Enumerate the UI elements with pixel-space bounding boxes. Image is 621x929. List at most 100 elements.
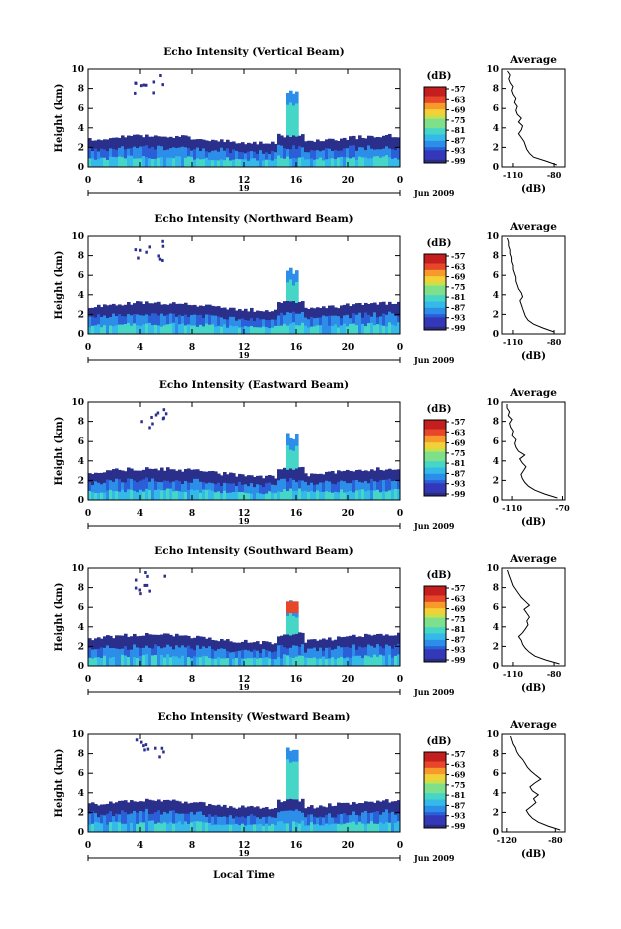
colorbar-swatch (424, 96, 446, 101)
colorbar-swatch (424, 809, 446, 813)
colorbar-swatch (424, 592, 446, 596)
colorbar-swatch (424, 477, 446, 481)
colorbar-tick-label: -99 (451, 655, 466, 665)
colorbar-swatch (424, 320, 446, 325)
avg-profile-line (507, 70, 557, 166)
day-label: 19 (238, 516, 250, 526)
colorbar-swatch (424, 128, 446, 132)
colorbar-swatch (424, 777, 446, 781)
x-tick-label: 12 (238, 841, 251, 851)
avg-y-tick-label: 0 (493, 496, 499, 506)
x-tick-label: 0 (397, 176, 403, 186)
x-tick-label: 0 (397, 509, 403, 519)
avg-y-tick-label: 0 (493, 662, 499, 672)
avg-y-tick-label: 6 (493, 437, 499, 447)
colorbar-swatch (424, 298, 446, 302)
avg-y-tick-label: 2 (493, 310, 499, 320)
colorbar-swatch (424, 426, 446, 430)
colorbar-tick-label: -93 (451, 479, 466, 489)
avg-title: Average (509, 719, 557, 731)
panel-4: Echo Intensity (Southward Beam) Height (k… (54, 545, 566, 697)
colorbar-swatch (424, 639, 446, 644)
colorbar-swatch (424, 646, 446, 650)
echo-intensity-map (88, 408, 400, 500)
colorbar-swatch (424, 282, 446, 287)
colorbar-tick-label: -63 (451, 593, 466, 603)
x-tick-label: 0 (85, 343, 91, 353)
y-tick-label: 10 (71, 232, 84, 242)
avg-frame (501, 401, 566, 501)
colorbar-swatch (424, 658, 446, 663)
colorbar-swatch (424, 423, 446, 427)
avg-x-label: (dB) (521, 849, 546, 860)
colorbar-tick-label: -69 (451, 105, 466, 115)
x-axis-label: Local Time (213, 870, 275, 881)
colorbar-swatch (424, 489, 446, 494)
colorbar-tick-label: -63 (451, 94, 466, 104)
avg-y-tick-label: 2 (493, 476, 499, 486)
y-tick-label: 8 (78, 750, 84, 760)
y-tick-label: 8 (78, 252, 84, 262)
colorbar-swatch (424, 470, 446, 475)
colorbar-frame (423, 86, 447, 164)
avg-title: Average (509, 221, 557, 233)
colorbar-frame (423, 419, 447, 497)
avg-y-tick-label: 4 (493, 789, 499, 799)
x-tick-label: 20 (342, 343, 355, 353)
colorbar-tick-label: -93 (451, 645, 466, 655)
y-tick-label: 4 (78, 789, 84, 799)
avg-y-tick-label: 8 (493, 584, 499, 594)
colorbar-tick-label: -81 (451, 790, 465, 800)
colorbar-swatch (424, 140, 446, 145)
y-tick-label: 10 (71, 564, 84, 574)
colorbar-tick-label: -75 (451, 614, 465, 624)
colorbar-swatch (424, 137, 446, 142)
avg-x-tick-label: -110 (503, 669, 523, 679)
colorbar-frame (423, 253, 447, 331)
avg-title: Average (509, 553, 557, 565)
colorbar-swatch (424, 774, 446, 778)
colorbar-swatch (424, 87, 446, 91)
colorbar-tick-label: -87 (451, 302, 465, 312)
y-axis-label: Height (km) (54, 84, 65, 153)
colorbar-swatch (424, 796, 446, 800)
colorbar-swatch (424, 288, 446, 293)
colorbar-swatch (424, 790, 446, 794)
colorbar-swatch (424, 445, 446, 449)
colorbar-swatch (424, 292, 446, 296)
date-label: Jun 2009 (413, 521, 455, 531)
avg-frame (501, 235, 566, 335)
colorbar-tick-label: -81 (451, 624, 465, 634)
colorbar-tick-label: -69 (451, 770, 466, 780)
colorbar-swatch (424, 815, 446, 819)
panel-title: Echo Intensity (Vertical Beam) (163, 46, 344, 58)
y-tick-label: 8 (78, 418, 84, 428)
avg-y-tick-label: 6 (493, 104, 499, 114)
echo-intensity-map (88, 571, 400, 666)
colorbar-swatch (424, 480, 446, 484)
colorbar-frame (423, 751, 447, 829)
colorbar-swatch (424, 824, 446, 829)
avg-profile-line (507, 569, 560, 665)
x-tick-label: 16 (290, 841, 303, 851)
colorbar-swatch (424, 461, 446, 465)
colorbar-swatch (424, 633, 446, 638)
panel-title: Echo Intensity (Southward Beam) (154, 545, 353, 557)
colorbar-swatch (424, 805, 446, 810)
colorbar-swatch (424, 783, 446, 788)
y-tick-label: 2 (78, 808, 84, 818)
y-tick-label: 10 (71, 398, 84, 408)
colorbar-swatch (424, 486, 446, 491)
day-label: 19 (238, 848, 250, 858)
colorbar-swatch (424, 454, 446, 459)
colorbar-swatch (424, 304, 446, 309)
x-tick-label: 8 (189, 509, 195, 519)
colorbar-swatch (424, 652, 446, 657)
avg-y-tick-label: 2 (493, 808, 499, 818)
avg-y-tick-label: 4 (493, 124, 499, 134)
y-tick-label: 6 (78, 437, 84, 447)
x-tick-label: 0 (397, 343, 403, 353)
colorbar-swatch (424, 802, 446, 807)
y-tick-label: 2 (78, 642, 84, 652)
echo-intensity-map (88, 738, 400, 832)
